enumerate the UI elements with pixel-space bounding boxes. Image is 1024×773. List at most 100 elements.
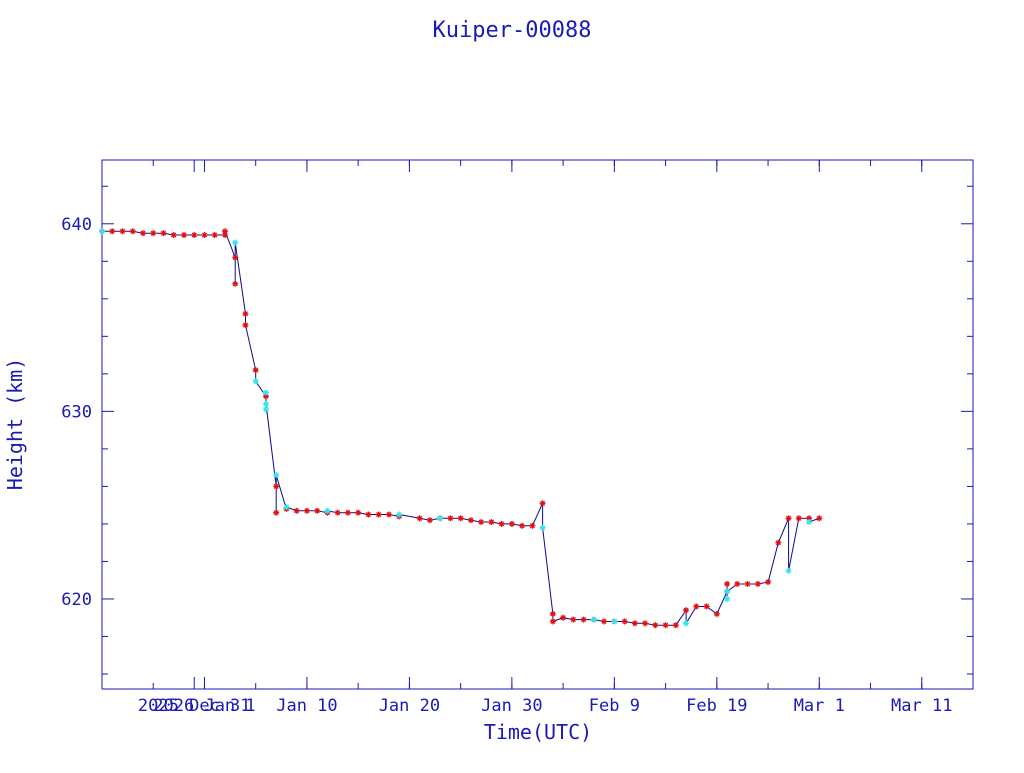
marker-stroke — [181, 232, 187, 238]
red-marker — [139, 230, 146, 237]
marker-stroke — [775, 540, 781, 546]
marker-stroke — [355, 510, 361, 516]
marker-stroke — [160, 230, 167, 236]
red-marker — [416, 515, 423, 522]
axis-ticks — [101, 160, 974, 689]
cyan-marker — [785, 567, 792, 574]
plot-frame — [101, 159, 974, 690]
marker-stroke — [570, 617, 576, 623]
marker-stroke — [652, 622, 658, 628]
marker-stroke — [673, 622, 679, 628]
x-tick-label: Jan 20 — [379, 696, 440, 716]
red-marker — [293, 507, 300, 514]
marker-stroke — [611, 618, 617, 625]
red-marker — [303, 507, 310, 514]
red-marker — [109, 228, 116, 235]
red-marker — [693, 603, 700, 610]
cyan-marker — [252, 378, 259, 385]
marker-stroke — [816, 515, 822, 521]
marker-stroke — [540, 525, 546, 531]
marker-stroke — [119, 228, 126, 234]
x-tick-label: Jan 30 — [481, 696, 542, 716]
red-marker — [160, 230, 167, 237]
red-marker — [252, 367, 259, 374]
marker-stroke — [417, 515, 423, 521]
marker-stroke — [212, 232, 218, 238]
cyan-marker — [539, 524, 546, 531]
cyan-marker — [590, 616, 597, 623]
cyan-marker — [283, 504, 290, 511]
marker-stroke — [283, 504, 290, 510]
chart-title: Kuiper-00088 — [433, 18, 592, 43]
marker-stroke — [683, 607, 689, 613]
red-marker — [355, 509, 362, 516]
red-marker — [201, 232, 208, 239]
cyan-marker — [262, 406, 269, 413]
red-marker — [426, 517, 433, 524]
marker-stroke — [642, 620, 648, 626]
red-marker — [180, 232, 187, 239]
marker-stroke — [796, 515, 802, 521]
marker-stroke — [345, 510, 351, 516]
y-tick-label: 640 — [61, 215, 92, 235]
red-marker — [642, 620, 649, 627]
red-marker — [529, 522, 536, 529]
marker-stroke — [478, 519, 484, 525]
cyan-marker — [324, 507, 331, 514]
marker-stroke — [263, 401, 269, 407]
cyan-marker — [396, 511, 403, 518]
marker-stroke — [99, 228, 105, 234]
cyan-marker — [273, 472, 280, 479]
red-marker — [662, 622, 669, 629]
marker-stroke — [273, 483, 279, 489]
red-marker — [713, 610, 720, 617]
red-marker — [519, 522, 526, 529]
marker-stroke — [191, 232, 197, 238]
cyan-marker — [724, 595, 731, 602]
marker-stroke — [622, 618, 628, 625]
red-marker — [498, 520, 505, 527]
red-marker — [621, 618, 628, 625]
marker-stroke — [222, 232, 228, 238]
red-marker — [672, 622, 679, 629]
red-marker — [150, 230, 157, 237]
red-marker — [683, 607, 690, 614]
y-tick-label: 620 — [61, 590, 92, 610]
marker-stroke — [150, 230, 156, 236]
red-marker — [457, 515, 464, 522]
cyan-marker — [99, 228, 105, 235]
marker-stroke — [396, 511, 402, 518]
marker-stroke — [591, 617, 597, 623]
red-marker — [549, 618, 556, 625]
marker-stroke — [273, 510, 279, 516]
red-marker — [570, 616, 577, 623]
marker-stroke — [140, 230, 146, 236]
cyan-marker — [611, 618, 618, 625]
marker-stroke — [755, 581, 761, 587]
red-marker — [549, 610, 556, 617]
cyan-marker — [262, 389, 269, 396]
red-marker — [765, 579, 772, 586]
red-marker — [170, 232, 177, 239]
red-marker — [478, 519, 485, 526]
red-marker — [221, 228, 228, 235]
red-marker — [191, 232, 198, 239]
marker-stroke — [365, 511, 371, 518]
red-marker — [129, 228, 136, 235]
y-tick-label: 630 — [61, 402, 92, 422]
marker-stroke — [201, 232, 208, 238]
marker-stroke — [683, 620, 689, 626]
marker-stroke — [724, 581, 730, 587]
data-markers — [99, 228, 823, 629]
red-marker — [508, 520, 515, 527]
marker-stroke — [468, 517, 474, 523]
red-marker — [724, 580, 731, 587]
marker-stroke — [806, 519, 812, 525]
red-marker — [385, 511, 392, 518]
red-marker — [816, 515, 823, 522]
marker-stroke — [734, 581, 740, 587]
x-tick-label: Feb 19 — [686, 696, 747, 716]
marker-stroke — [171, 232, 177, 238]
